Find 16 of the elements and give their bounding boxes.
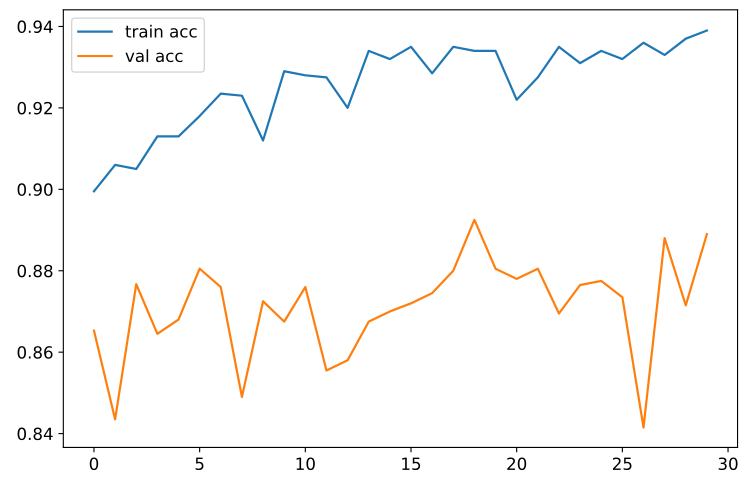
y-tick-label: 0.84 — [18, 428, 53, 440]
x-tick-label: 5 — [196, 458, 204, 470]
x-tick-label: 25 — [612, 457, 632, 470]
y-tick-label: 0.92 — [18, 102, 52, 114]
x-tick-label: 15 — [402, 458, 420, 470]
x-tick-label: 0 — [90, 457, 98, 470]
y-tick-label: 0.94 — [18, 20, 53, 34]
line-series — [92, 218, 708, 429]
y-tick-label: 0.86 — [18, 346, 53, 359]
x-tick-label: 20 — [507, 457, 526, 470]
x-tick-label: 30 — [718, 457, 738, 470]
legend-label: val acc — [125, 49, 183, 62]
legend-label: train acc — [125, 24, 197, 38]
y-tick-label: 0.90 — [18, 183, 52, 196]
y-tick-label: 0.88 — [18, 264, 52, 278]
x-tick-label: 10 — [296, 457, 315, 470]
